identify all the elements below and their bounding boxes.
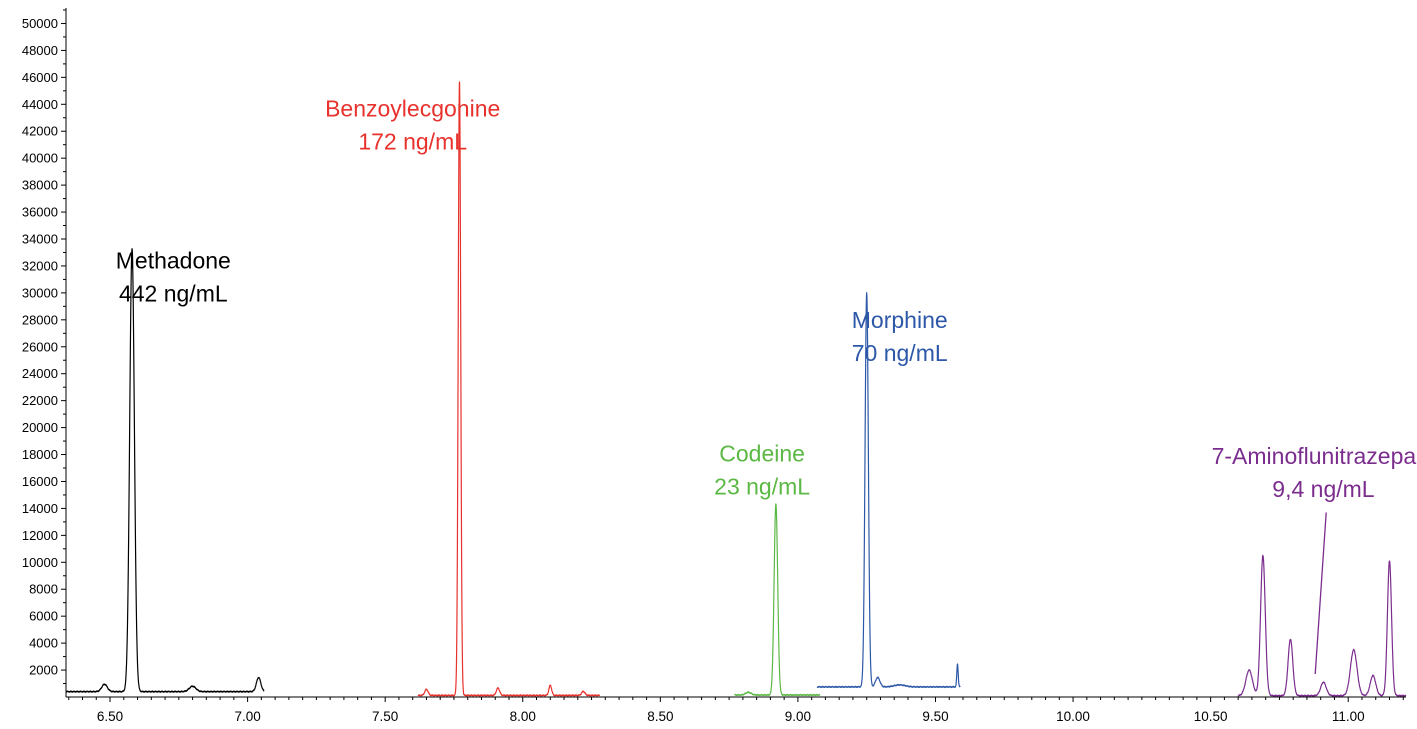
y-tick-label: 10000 [22, 555, 58, 570]
x-tick-label: 9.50 [922, 709, 948, 724]
x-tick-label: 8.50 [647, 709, 673, 724]
y-tick-label: 32000 [22, 258, 58, 273]
y-tick-label: 38000 [22, 178, 58, 193]
y-tick-label: 34000 [22, 232, 58, 247]
peak-label-line: 23 ng/mL [714, 473, 810, 499]
x-tick-label: 10.00 [1056, 709, 1090, 724]
x-tick-label: 7.00 [234, 709, 260, 724]
x-tick-label: 6.50 [97, 709, 123, 724]
series-trace-3 [734, 503, 821, 697]
y-tick-label: 48000 [22, 43, 58, 58]
series-trace-4 [816, 292, 961, 689]
y-tick-label: 12000 [22, 528, 58, 543]
y-tick-label: 46000 [22, 70, 58, 85]
x-ticks: 6.50 7.00 7.50 8.00 8.50 9.00 9.50 10.00 10.50 11… [68, 697, 1404, 724]
y-tick-label: 4000 [29, 636, 58, 651]
callout-line [1314, 512, 1327, 675]
y-tick-label: 6000 [29, 609, 58, 624]
peak-label: Codeine 23 ng/mL [714, 440, 810, 499]
peak-label: Benzoylecgonine 172 ng/mL [325, 95, 500, 154]
peak-label-line: Morphine [852, 307, 948, 333]
x-tick-label: 9.00 [785, 709, 811, 724]
y-tick-label: 28000 [22, 312, 58, 327]
y-tick-label: 24000 [22, 366, 58, 381]
peak-annotations: Methadone 442 ng/mL Benzoylecgonine 172 ng/… [116, 95, 1417, 675]
x-tick-label: 8.00 [510, 709, 536, 724]
peak-label: 7-Aminoflunitrazepam 9,4 ng/mL [1212, 443, 1417, 502]
y-tick-label: 18000 [22, 447, 58, 462]
axes [65, 8, 1406, 698]
y-tick-label: 22000 [22, 393, 58, 408]
peak-label-line: Methadone [116, 248, 231, 274]
x-tick-label: 10.50 [1194, 709, 1228, 724]
y-tick-label: 8000 [29, 582, 58, 597]
y-tick-label: 20000 [22, 420, 58, 435]
peak-label-line: 172 ng/mL [358, 128, 467, 154]
y-tick-label: 36000 [22, 205, 58, 220]
peak-label-line: 70 ng/mL [852, 340, 948, 366]
x-tick-label: 7.50 [372, 709, 398, 724]
series-trace-2 [417, 81, 601, 697]
peak-label: Morphine 70 ng/mL [852, 307, 948, 366]
peak-label-line: 7-Aminoflunitrazepam [1212, 443, 1417, 469]
traces [65, 81, 1407, 697]
y-tick-label: 30000 [22, 285, 58, 300]
y-ticks: 2000 4000 6000 8000 10000 12000 14000 16000 1800… [22, 9, 66, 685]
series-trace-5 [1237, 554, 1407, 697]
y-tick-label: 50000 [22, 16, 58, 31]
series-trace-1 [65, 248, 265, 693]
peak-label-line: Benzoylecgonine [325, 95, 500, 121]
x-tick-label: 11.00 [1332, 709, 1365, 724]
y-tick-label: 44000 [22, 97, 58, 112]
peak-label: Methadone 442 ng/mL [116, 248, 231, 307]
y-tick-label: 40000 [22, 151, 58, 166]
y-tick-label: 14000 [22, 501, 58, 516]
peak-label-line: 442 ng/mL [119, 281, 228, 307]
peak-label-line: Codeine [719, 440, 805, 466]
peak-label-line: 9,4 ng/mL [1272, 476, 1374, 502]
y-tick-label: 42000 [22, 124, 58, 139]
y-tick-label: 16000 [22, 474, 58, 489]
y-tick-label: 2000 [29, 663, 58, 678]
y-tick-label: 26000 [22, 339, 58, 354]
